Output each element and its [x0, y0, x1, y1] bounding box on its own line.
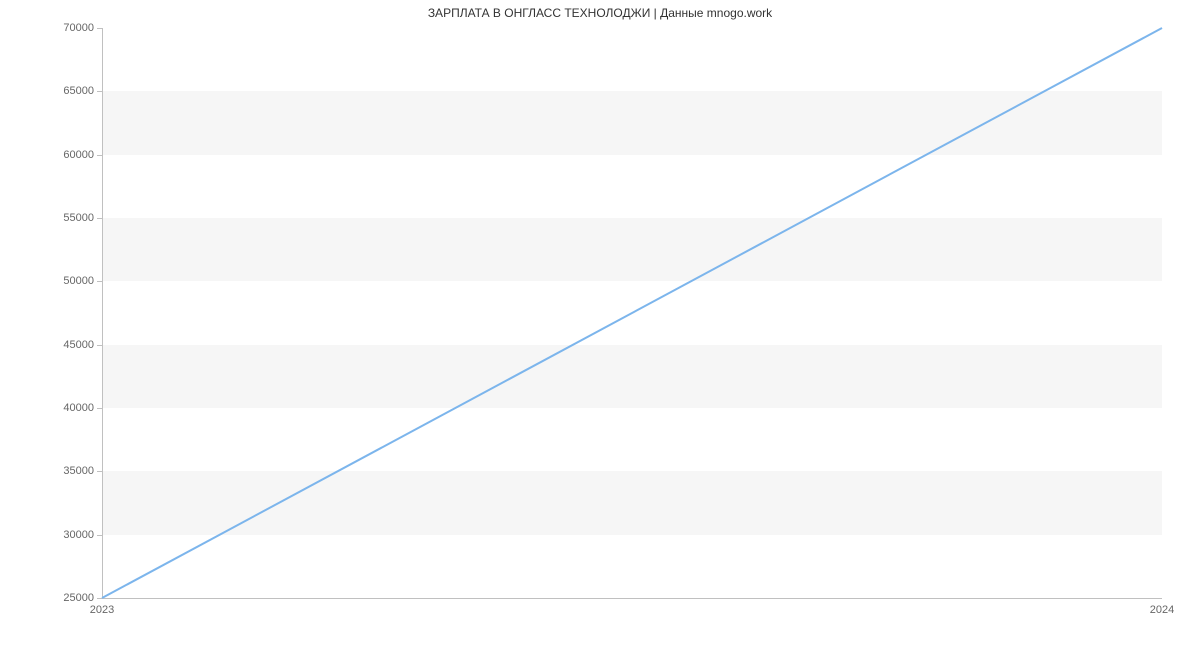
chart-title: ЗАРПЛАТА В ОНГЛАСС ТЕХНОЛОДЖИ | Данные m…	[0, 6, 1200, 20]
salary-line-chart: ЗАРПЛАТА В ОНГЛАСС ТЕХНОЛОДЖИ | Данные m…	[0, 0, 1200, 650]
x-tick-label: 2023	[90, 598, 114, 616]
x-tick-label: 2024	[1150, 598, 1174, 616]
chart-line-layer	[102, 28, 1162, 598]
series-line-salary	[102, 28, 1162, 598]
plot-area: 2500030000350004000045000500005500060000…	[102, 28, 1162, 598]
x-axis-line	[102, 598, 1162, 599]
